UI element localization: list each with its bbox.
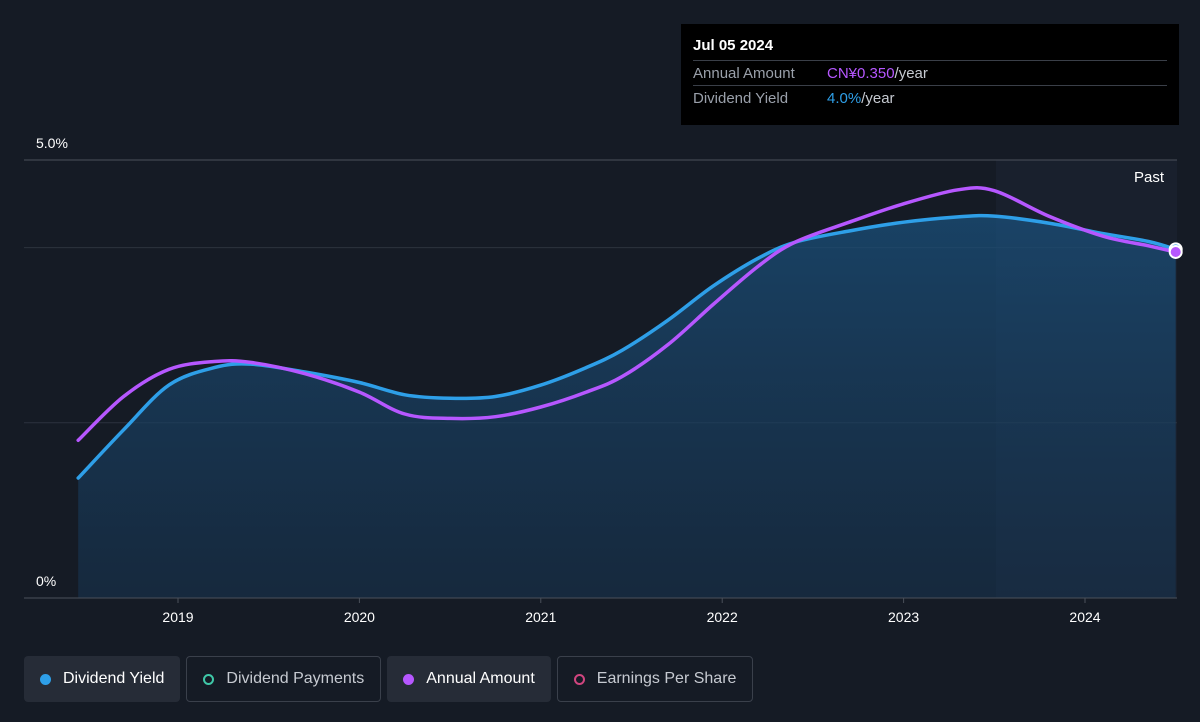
- dividend-yield-area: [78, 215, 1176, 599]
- tooltip-amount-suffix: /year: [894, 64, 928, 82]
- tooltip-amount-label: Annual Amount: [693, 64, 795, 82]
- legend-label-annual-amount: Annual Amount: [426, 670, 535, 687]
- past-label: Past: [1134, 169, 1165, 186]
- legend: Dividend Yield Dividend Payments Annual …: [24, 656, 754, 702]
- tooltip-yield-row: Dividend Yield 4.0% /year: [693, 85, 1167, 110]
- dividend-payments-ring-icon: [203, 673, 215, 685]
- tooltip-amount-value: CN¥0.350: [827, 64, 895, 82]
- legend-item-earnings-per-share[interactable]: Earnings Per Share: [556, 656, 754, 702]
- tooltip-yield-label: Dividend Yield: [693, 89, 789, 107]
- legend-item-annual-amount[interactable]: Annual Amount: [387, 656, 551, 702]
- annual-amount-dot-icon: [403, 673, 415, 685]
- legend-label-dividend-yield: Dividend Yield: [63, 670, 165, 687]
- x-tick-label: 2022: [707, 609, 738, 625]
- x-tick-label: 2021: [525, 609, 556, 625]
- earnings-per-share-ring-icon: [573, 673, 585, 685]
- x-tick-label: 2023: [888, 609, 919, 625]
- annual-amount-line: [76, 186, 1178, 443]
- dividend-yield-line: [76, 213, 1178, 480]
- tooltip-yield-suffix: /year: [861, 89, 895, 107]
- legend-label-dividend-payments: Dividend Payments: [226, 670, 365, 687]
- tooltip-panel: Jul 05 2024 Annual Amount CN¥0.350 /year…: [681, 24, 1179, 125]
- x-tick-label: 2019: [162, 609, 193, 625]
- y-tick-label-top: 5.0%: [36, 135, 68, 151]
- x-tick-label: 2020: [344, 609, 375, 625]
- dividend-yield-dot-icon: [40, 673, 51, 685]
- y-tick-label-zero: 0%: [36, 573, 56, 589]
- x-tick-label: 2024: [1069, 609, 1100, 625]
- legend-label-earnings-per-share: Earnings Per Share: [596, 670, 737, 687]
- tooltip-amount-row: Annual Amount CN¥0.350 /year: [693, 60, 1167, 85]
- tooltip-yield-value: 4.0%: [827, 89, 862, 107]
- tooltip-date: Jul 05 2024: [693, 37, 774, 54]
- legend-item-dividend-yield[interactable]: Dividend Yield: [24, 656, 181, 702]
- legend-item-dividend-payments[interactable]: Dividend Payments: [186, 656, 382, 702]
- annual-amount-end-marker: [1168, 244, 1183, 259]
